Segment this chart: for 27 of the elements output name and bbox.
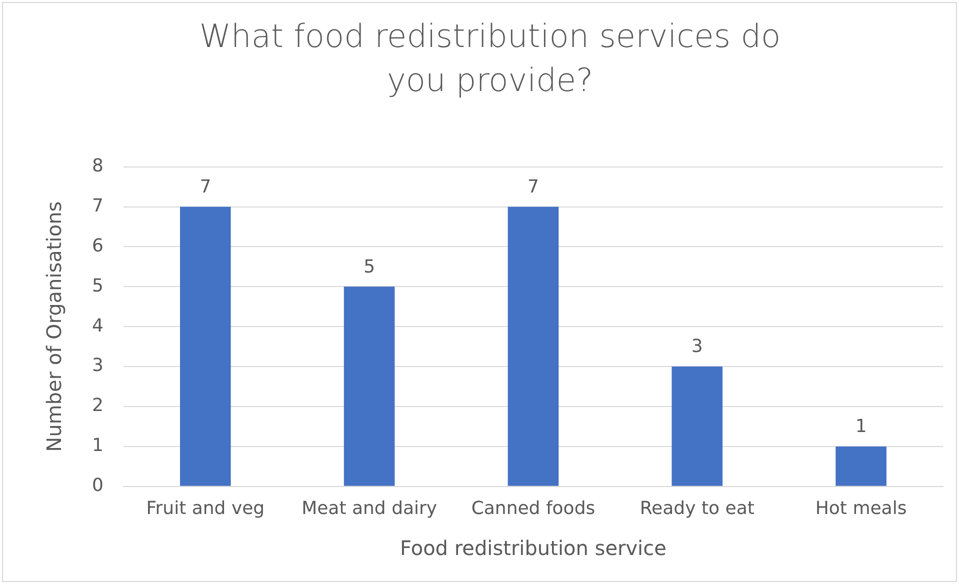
x-tick-label: Meat and dairy bbox=[302, 498, 438, 519]
x-axis-title: Food redistribution service bbox=[400, 536, 666, 560]
bar bbox=[672, 366, 723, 486]
y-axis-title: Number of Organisations bbox=[42, 201, 66, 452]
bar bbox=[180, 206, 231, 486]
bar bbox=[344, 286, 395, 486]
data-label: 7 bbox=[528, 176, 539, 198]
chart-title: What food redistribution services do you provide? bbox=[198, 16, 782, 101]
x-tick-label: Fruit and veg bbox=[146, 498, 265, 519]
y-tick-label: 3 bbox=[92, 355, 104, 376]
y-tick-label: 1 bbox=[92, 435, 104, 456]
y-tick-label: 8 bbox=[92, 155, 104, 176]
data-label: 5 bbox=[364, 256, 376, 278]
y-tick-label: 0 bbox=[92, 475, 104, 496]
data-label: 3 bbox=[691, 336, 703, 358]
y-tick-label: 5 bbox=[92, 275, 104, 296]
bar bbox=[508, 206, 559, 486]
y-tick-label: 4 bbox=[92, 315, 104, 336]
y-tick-label: 7 bbox=[92, 195, 104, 216]
y-tick-label: 2 bbox=[92, 395, 104, 416]
x-tick-label: Hot meals bbox=[815, 498, 907, 519]
x-tick-label: Canned foods bbox=[471, 498, 596, 519]
data-label: 1 bbox=[855, 416, 867, 438]
y-tick-label: 6 bbox=[92, 235, 104, 256]
x-tick-label: Ready to eat bbox=[640, 498, 754, 519]
data-label: 7 bbox=[200, 176, 212, 198]
bar bbox=[836, 446, 886, 486]
